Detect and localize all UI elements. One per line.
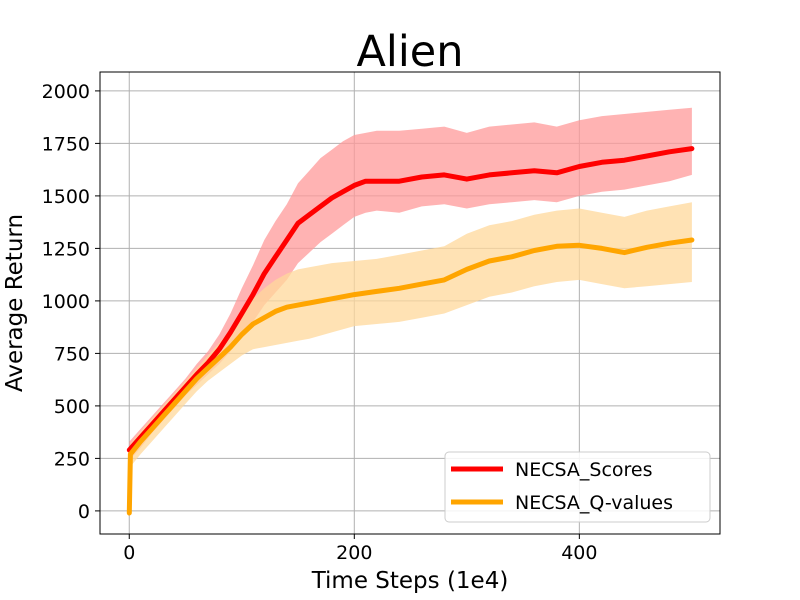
y-tick-label: 750 [54, 343, 90, 365]
legend-box [444, 451, 711, 523]
band-necsa-scores [129, 107, 692, 461]
plot-frame [99, 71, 721, 535]
legend: NECSA_Scores NECSA_Q-values [444, 451, 711, 523]
y-tick-label: 2000 [42, 81, 90, 103]
legend-label-necsa-scores: NECSA_Scores [515, 459, 653, 481]
x-tick-label: 0 [123, 542, 135, 564]
y-tick-label: 0 [78, 501, 90, 523]
y-tick-label: 250 [54, 448, 90, 470]
legend-label-necsa-q-values: NECSA_Q-values [515, 492, 673, 514]
x-tick-label: 400 [561, 542, 597, 564]
y-axis-label: Average Return [2, 214, 28, 392]
series-lines [126, 146, 695, 516]
x-tick-label: 200 [336, 542, 372, 564]
y-tick-label: 1500 [42, 186, 90, 208]
y-tick-label: 1000 [42, 291, 90, 313]
y-tick-label: 1750 [42, 133, 90, 155]
y-tick-label: 500 [54, 396, 90, 418]
chart-title: Alien [356, 27, 463, 77]
line-necsa-q-values [126, 237, 695, 516]
confidence-bands [129, 107, 692, 513]
line-necsa-scores [126, 146, 695, 453]
y-tick-label: 1250 [42, 238, 90, 260]
band-necsa-q-values [129, 202, 692, 513]
axis-ticks: 0 200 400 0 250 500 750 1000 1250 1500 1750 2000 [42, 81, 598, 564]
x-axis-label: Time Steps (1e4) [311, 568, 509, 594]
